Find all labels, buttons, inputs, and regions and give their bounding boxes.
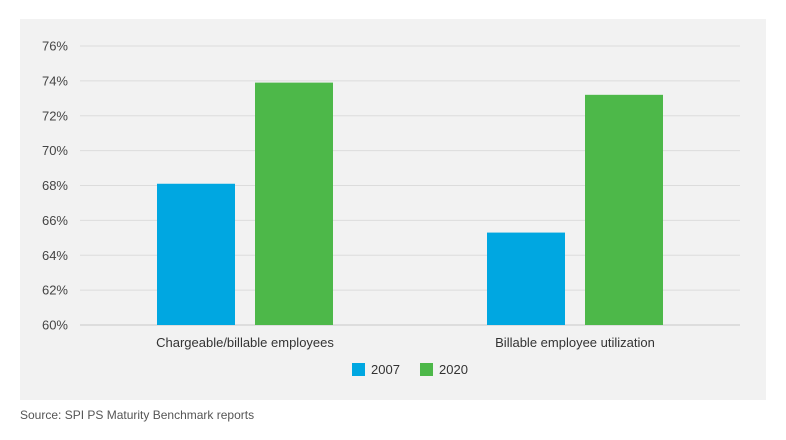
y-tick-label: 60%	[42, 318, 68, 333]
bar-chart: 60% 62% 64% 66% 68% 70% 72% 74% 76% Chargeable/b…	[42, 39, 740, 377]
legend-label: 2007	[371, 362, 400, 377]
y-tick-label: 68%	[42, 178, 68, 193]
source-note: Source: SPI PS Maturity Benchmark report…	[20, 408, 255, 422]
bar-2007-0	[157, 183, 235, 325]
bar-2020-0	[255, 82, 333, 326]
y-tick-label: 74%	[42, 73, 68, 88]
y-tick-label: 64%	[42, 248, 68, 263]
bar-2007-1	[487, 232, 565, 325]
y-tick-label: 66%	[42, 213, 68, 228]
x-category-label: Billable employee utilization	[495, 335, 655, 350]
legend-label: 2020	[439, 362, 468, 377]
x-category-label: Chargeable/billable employees	[156, 335, 334, 350]
y-tick-label: 76%	[42, 39, 68, 54]
bar-2020-1	[585, 94, 663, 325]
legend-swatch-2007	[352, 363, 365, 376]
legend-swatch-2020	[420, 363, 433, 376]
y-tick-label: 62%	[42, 283, 68, 298]
y-tick-label: 72%	[42, 108, 68, 123]
y-tick-label: 70%	[42, 143, 68, 158]
